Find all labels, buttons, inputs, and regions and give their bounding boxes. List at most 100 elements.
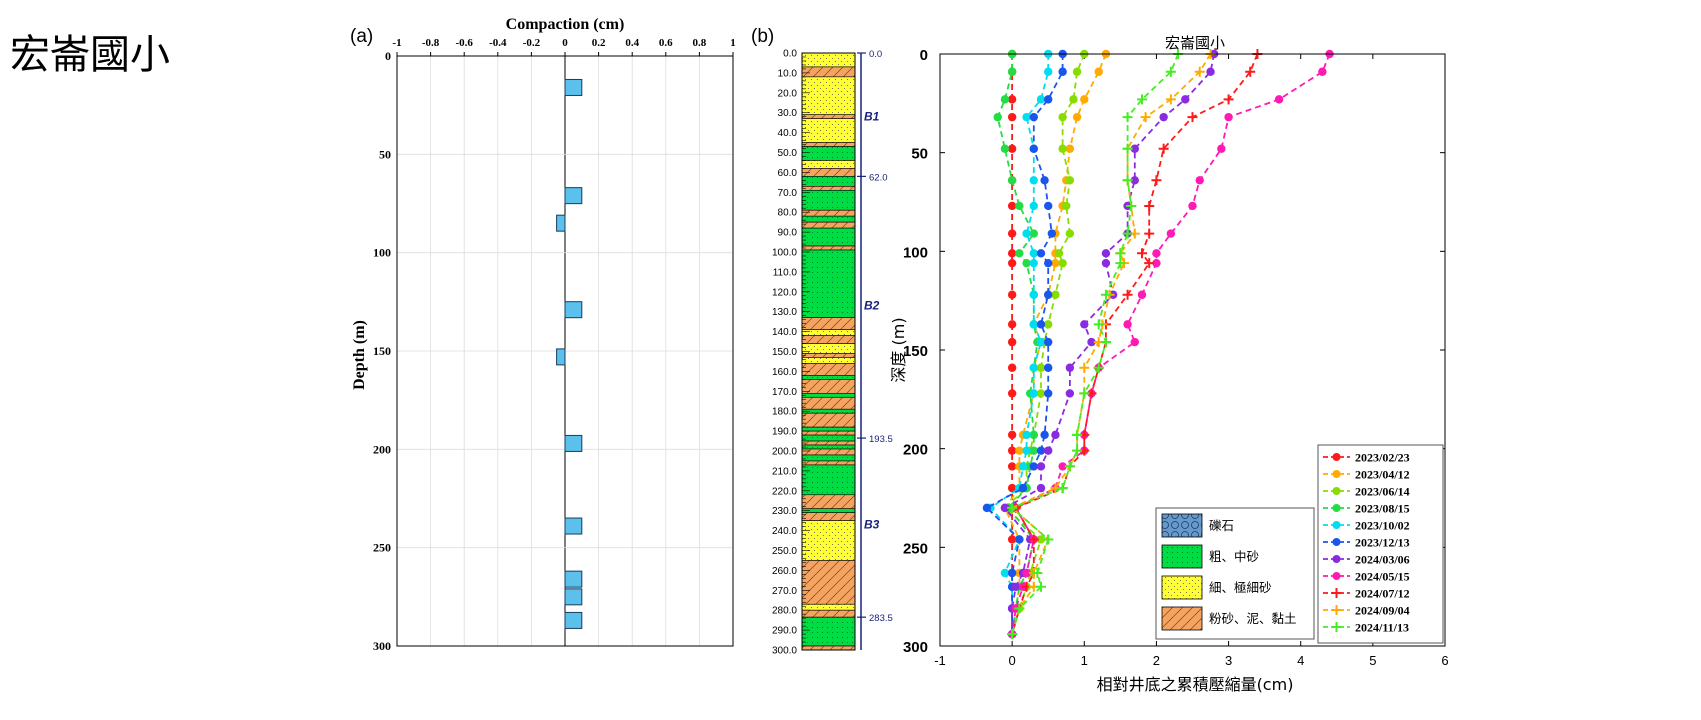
data-point xyxy=(1029,462,1038,471)
borehole-depth-label: 10.0 xyxy=(778,68,798,79)
legend-entry: 2023/04/12 xyxy=(1323,468,1410,482)
data-point xyxy=(1036,483,1046,493)
chart-ytick-label: 250 xyxy=(903,540,928,557)
data-point xyxy=(1101,249,1111,258)
chart-ytick-label: 150 xyxy=(903,343,928,360)
chart-xtick-label: 0 xyxy=(1009,653,1016,668)
compaction-bar-chart: (a) Compaction (cm) Depth (m) -1 -0.8 -0.6… xyxy=(350,16,736,653)
data-point xyxy=(1028,534,1039,545)
data-point xyxy=(1036,462,1046,471)
borehole-layer xyxy=(801,464,856,496)
data-point xyxy=(1044,320,1053,329)
borehole-depth-label: 300.0 xyxy=(772,646,797,657)
data-point xyxy=(1152,249,1161,258)
data-point xyxy=(1217,144,1226,153)
data-point xyxy=(1018,483,1028,493)
borehole-layer xyxy=(801,426,856,432)
borehole-depth-label: 140.0 xyxy=(772,327,797,338)
panel-a-xtick-label: 0.8 xyxy=(693,37,707,49)
data-point xyxy=(1093,319,1104,330)
chart-xtick-label: 5 xyxy=(1369,653,1376,668)
litho-legend-label: 粗、中砂 xyxy=(1209,549,1259,564)
data-point xyxy=(1080,320,1089,329)
borehole-layer xyxy=(801,454,856,462)
data-point xyxy=(1007,568,1017,578)
data-point xyxy=(1065,176,1075,185)
borehole-layer xyxy=(801,430,856,436)
data-point xyxy=(1126,200,1137,211)
borehole-depth-label: 80.0 xyxy=(778,208,798,219)
compaction-bar xyxy=(564,570,583,588)
litho-legend-entry: 粗、中砂 xyxy=(1161,544,1259,569)
data-point xyxy=(1122,175,1133,186)
series-2023/12/13 xyxy=(982,49,1067,639)
borehole-layer xyxy=(801,434,856,442)
data-point xyxy=(1051,430,1060,440)
borehole-depth-label: 110.0 xyxy=(773,267,798,278)
legend-swatch-marker xyxy=(1332,504,1341,512)
data-point xyxy=(1007,320,1017,329)
data-point xyxy=(1007,629,1018,640)
legend-label: 2023/04/12 xyxy=(1355,468,1410,482)
borehole-layer xyxy=(801,227,856,247)
data-point xyxy=(1036,249,1046,258)
data-point xyxy=(1094,67,1103,76)
data-point xyxy=(1029,229,1038,238)
data-point xyxy=(1029,249,1038,258)
data-point xyxy=(1044,337,1053,347)
data-point xyxy=(1123,320,1132,329)
borehole-layer xyxy=(801,616,856,647)
data-point xyxy=(1137,248,1147,259)
data-point xyxy=(1000,144,1010,153)
data-point xyxy=(1137,94,1147,105)
series-2023/02/23 xyxy=(1007,49,1017,639)
data-point xyxy=(1044,363,1053,372)
data-point xyxy=(1007,112,1017,122)
legend-swatch-marker xyxy=(1332,453,1341,461)
borehole-depth-label: 260.0 xyxy=(772,566,797,577)
legend-label: 2023/02/23 xyxy=(1355,451,1410,465)
series-legend: 2023/02/23 2023/04/12 2023/06/14 2023/08/15… xyxy=(1317,444,1444,644)
borehole-layer xyxy=(801,76,856,115)
data-point xyxy=(1051,258,1060,268)
fine-swatch xyxy=(1161,575,1203,600)
legend-entry: 2023/06/14 xyxy=(1323,485,1410,499)
data-point xyxy=(1029,389,1038,398)
data-point xyxy=(1044,290,1053,299)
data-point xyxy=(1166,229,1176,238)
data-point xyxy=(1072,445,1083,456)
data-point xyxy=(1022,112,1031,122)
legend-swatch-marker xyxy=(1332,538,1341,546)
litho-legend-entry: 礫石 xyxy=(1161,513,1234,538)
borehole-layer xyxy=(801,176,856,187)
data-point xyxy=(1036,95,1046,104)
data-point xyxy=(1044,67,1053,76)
borehole-layer xyxy=(801,392,856,398)
data-point xyxy=(1007,144,1017,153)
data-point xyxy=(1224,112,1233,122)
chart-ylabel: 深度 (m) xyxy=(889,317,908,382)
data-point xyxy=(1043,534,1054,545)
data-point xyxy=(1100,289,1111,300)
legend-swatch-marker xyxy=(1331,605,1342,615)
panel-a-xtick-label: 0.2 xyxy=(592,37,606,49)
chart-ytick-label: 200 xyxy=(903,442,928,459)
unit-label: B1 xyxy=(864,110,880,124)
panel-a-xtick-label: -1 xyxy=(392,37,401,49)
cumulative-compaction-chart: 宏崙國小 相對井底之累積壓縮量(cm) 深度 (m) -1 0 1 2 3 4 5 6 0 50… xyxy=(889,34,1449,694)
data-point xyxy=(1007,67,1017,76)
data-point xyxy=(1122,228,1133,239)
legend-swatch-marker xyxy=(1332,470,1341,478)
borehole-layer xyxy=(801,448,856,456)
data-point xyxy=(1011,582,1020,591)
data-point xyxy=(982,503,992,513)
panel-a-ylabel: Depth (m) xyxy=(351,320,368,390)
borehole-layer xyxy=(801,353,856,358)
unit-label: B2 xyxy=(864,299,880,313)
panel-a-xtick-label: 0.6 xyxy=(659,37,673,49)
panel-a-ytick-label: 0 xyxy=(385,49,391,63)
data-point xyxy=(1044,389,1053,398)
compaction-bar xyxy=(564,588,583,606)
borehole-layer xyxy=(801,329,856,336)
borehole-layer xyxy=(801,114,856,119)
